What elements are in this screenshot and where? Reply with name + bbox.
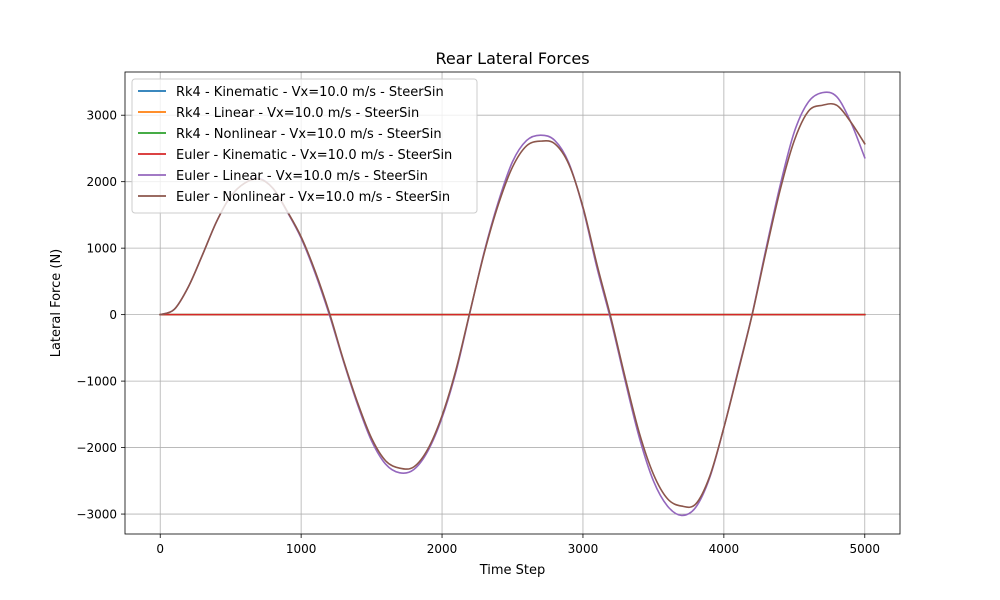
legend: Rk4 - Kinematic - Vx=10.0 m/s - SteerSin… xyxy=(131,78,478,214)
y-axis-title: Lateral Force (N) xyxy=(49,249,64,358)
x-tick-label: 5000 xyxy=(849,542,880,556)
legend-label: Euler - Kinematic - Vx=10.0 m/s - SteerS… xyxy=(176,148,452,163)
y-tick-label: 3000 xyxy=(86,109,117,123)
legend-label: Rk4 - Nonlinear - Vx=10.0 m/s - SteerSin xyxy=(176,127,442,142)
y-tick-label: −3000 xyxy=(76,508,117,522)
axis-ticks: 0 1000 2000 3000 4000 5000 −3000 −2000 −1000 0 100… xyxy=(76,109,880,556)
y-tick-label: 0 xyxy=(109,308,117,322)
x-axis-title: Time Step xyxy=(479,563,546,578)
x-tick-label: 4000 xyxy=(709,542,740,556)
y-tick-label: −1000 xyxy=(76,375,117,389)
legend-label: Euler - Linear - Vx=10.0 m/s - SteerSin xyxy=(176,169,428,184)
legend-label: Rk4 - Linear - Vx=10.0 m/s - SteerSin xyxy=(176,106,419,121)
x-tick-label: 2000 xyxy=(427,542,458,556)
y-tick-label: 2000 xyxy=(86,175,117,189)
legend-box xyxy=(131,78,478,214)
legend-label: Euler - Nonlinear - Vx=10.0 m/s - SteerS… xyxy=(176,190,450,205)
x-tick-label: 0 xyxy=(156,542,164,556)
legend-label: Rk4 - Kinematic - Vx=10.0 m/s - SteerSin xyxy=(176,85,444,100)
x-tick-label: 1000 xyxy=(286,542,317,556)
chart-title: Rear Lateral Forces xyxy=(435,49,589,68)
y-tick-label: −2000 xyxy=(76,441,117,455)
x-tick-label: 3000 xyxy=(568,542,599,556)
plot-frame xyxy=(124,71,901,535)
y-tick-label: 1000 xyxy=(86,242,117,256)
